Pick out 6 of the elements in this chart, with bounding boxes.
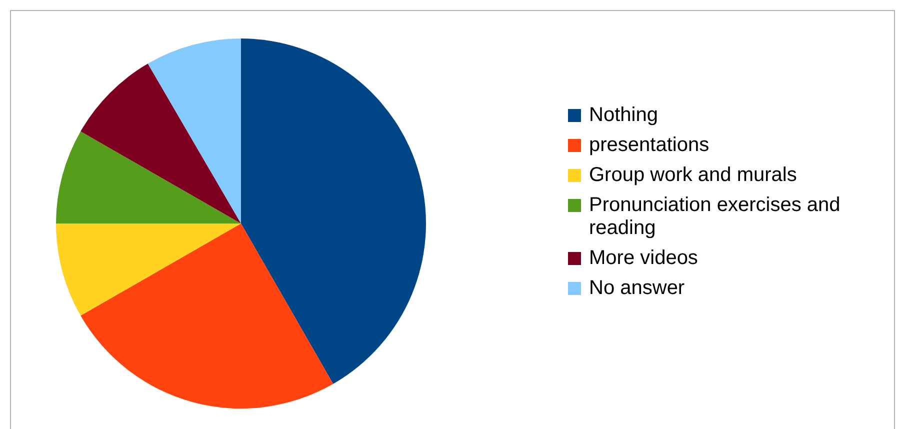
legend-label: presentations	[589, 134, 710, 157]
legend-label: Group work and murals	[589, 164, 798, 187]
legend-label: More videos	[589, 247, 699, 270]
legend-label: Nothing	[589, 104, 659, 127]
legend-label: No answer	[589, 277, 686, 300]
legend-label: Pronunciation exercises and reading	[589, 194, 842, 240]
